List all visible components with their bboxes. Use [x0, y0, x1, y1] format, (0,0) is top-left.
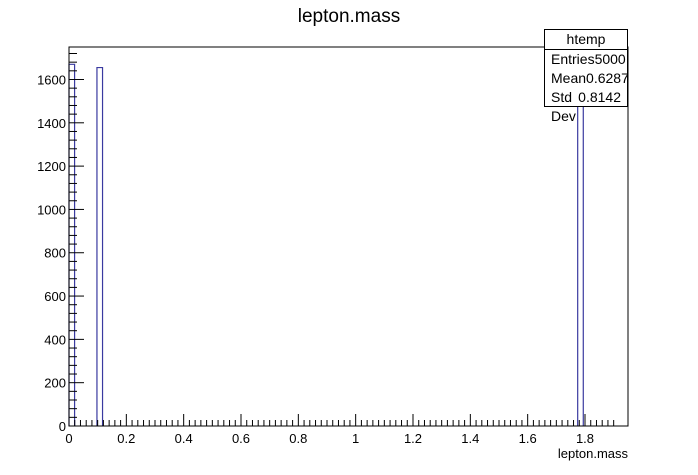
x-tick-label: 1.4 [461, 431, 479, 446]
stats-label: Mean [551, 70, 587, 86]
y-tick-label: 400 [44, 332, 66, 347]
stats-title: htemp [545, 30, 627, 50]
stats-box: htemp Entries 5000 Mean 0.6287 Std Dev 0… [544, 29, 629, 124]
x-tick-label: 0.8 [289, 431, 307, 446]
stats-value: 0.6287 [586, 70, 629, 86]
histogram-bar [68, 63, 76, 426]
histogram-bar [96, 66, 104, 426]
stats-label: Std Dev [551, 89, 576, 124]
x-tick-label: 0.2 [117, 431, 135, 446]
x-tick-label: 1 [352, 431, 359, 446]
y-tick-label: 200 [44, 376, 66, 391]
y-tick-label: 1600 [37, 72, 66, 87]
y-tick-label: 1400 [37, 116, 66, 131]
x-axis-label: lepton.mass [558, 446, 629, 461]
x-tick-label: 1.6 [519, 431, 537, 446]
y-tick-label: 600 [44, 289, 66, 304]
x-axis: 0 0.2 0.4 0.6 0.8 1 1.2 1.4 1.6 1.8 [65, 414, 615, 446]
stats-value: 0.8142 [578, 89, 621, 105]
stats-row-mean: Mean 0.6287 [545, 69, 629, 88]
x-tick-label: 1.8 [576, 431, 594, 446]
y-axis: 0 200 400 600 800 1000 1200 1400 1600 [37, 52, 84, 434]
stats-value: 5000 [594, 51, 626, 67]
x-tick-label: 1.2 [404, 431, 422, 446]
y-tick-label: 800 [44, 246, 66, 261]
chart-title: lepton.mass [298, 6, 400, 27]
stats-row-stddev: Std Dev 0.8142 [545, 88, 627, 124]
y-tick-label: 1000 [37, 202, 66, 217]
stats-row-entries: Entries 5000 [545, 50, 627, 69]
x-tick-label: 0 [65, 431, 72, 446]
x-tick-label: 0.6 [232, 431, 250, 446]
histogram-bars [68, 62, 584, 426]
y-tick-label: 0 [59, 419, 66, 434]
histogram-bar [577, 62, 584, 426]
y-tick-label: 1200 [37, 159, 66, 174]
x-tick-label: 0.4 [175, 431, 193, 446]
plot-frame [68, 46, 629, 427]
stats-label: Entries [551, 51, 595, 67]
